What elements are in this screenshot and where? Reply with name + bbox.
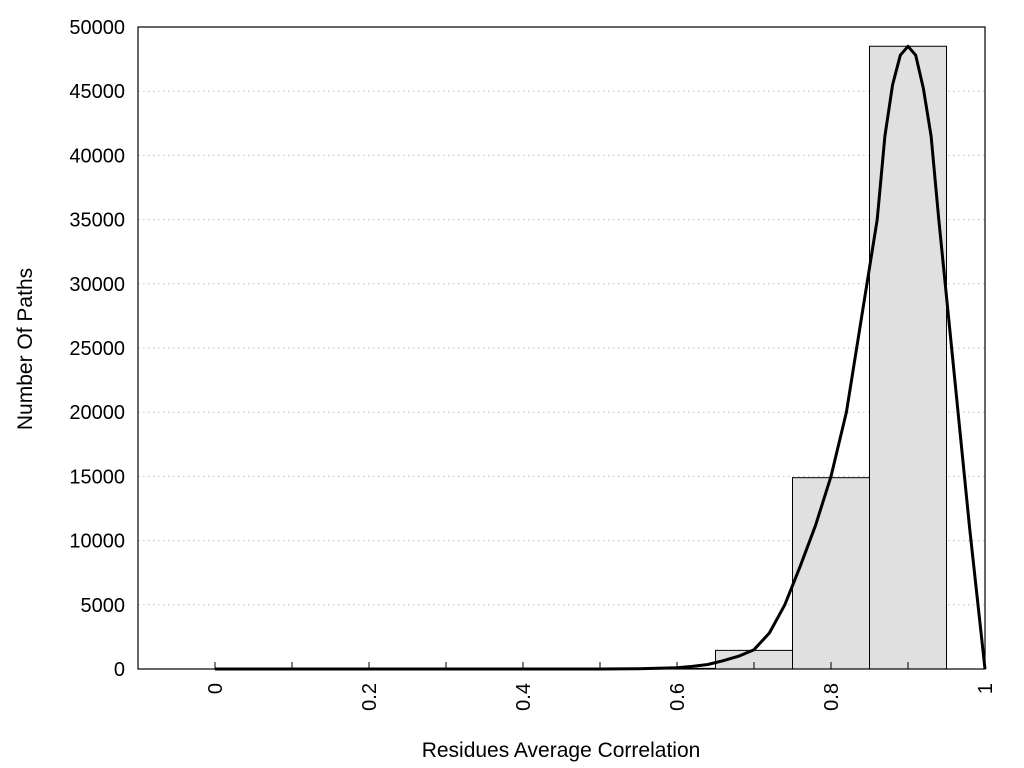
x-tick-label: 0.8 bbox=[821, 683, 843, 711]
y-axis-title: Number Of Paths bbox=[14, 268, 37, 430]
y-tick-label: 5000 bbox=[81, 595, 126, 617]
y-tick-label: 30000 bbox=[69, 274, 125, 296]
y-tick-label: 0 bbox=[114, 659, 125, 681]
histogram-bar bbox=[792, 477, 870, 670]
y-tick-label: 50000 bbox=[69, 17, 125, 39]
axis-ticks bbox=[214, 662, 986, 669]
x-tick-label: 0.6 bbox=[667, 683, 689, 711]
x-tick-label: 0.4 bbox=[513, 683, 535, 711]
y-tick-label: 20000 bbox=[69, 402, 125, 424]
y-tick-label: 40000 bbox=[69, 145, 125, 167]
tick-labels: 0 5000 10000 15000 20000 25000 30000 35000 40000… bbox=[69, 17, 997, 711]
x-tick-label: 0 bbox=[205, 683, 227, 694]
x-axis-title: Residues Average Correlation bbox=[422, 739, 701, 762]
y-tick-label: 15000 bbox=[69, 466, 125, 488]
x-tick-label: 1 bbox=[975, 683, 997, 694]
y-tick-label: 10000 bbox=[69, 531, 125, 553]
histogram-bar bbox=[869, 45, 947, 670]
plot-frame bbox=[137, 26, 986, 670]
y-tick-label: 45000 bbox=[69, 81, 125, 103]
y-tick-label: 25000 bbox=[69, 338, 125, 360]
histogram-bars bbox=[638, 45, 947, 670]
y-tick-label: 35000 bbox=[69, 210, 125, 232]
x-tick-label: 0.2 bbox=[359, 683, 381, 711]
